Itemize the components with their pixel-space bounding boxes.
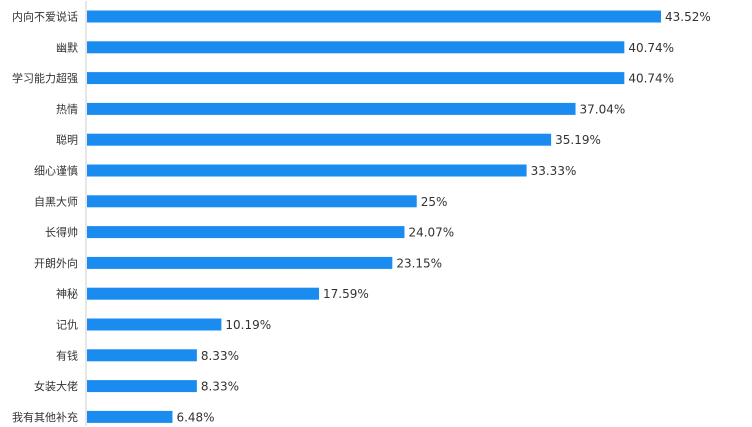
category-label: 内向不爱说话 xyxy=(12,10,78,24)
bar xyxy=(87,164,527,177)
category-label: 开朗外向 xyxy=(34,256,78,270)
category-label: 聪明 xyxy=(56,133,78,147)
bar xyxy=(87,287,320,300)
value-label: 37.04% xyxy=(580,102,626,116)
value-label: 35.19% xyxy=(555,133,601,147)
bar xyxy=(87,318,222,331)
value-label: 40.74% xyxy=(628,41,674,55)
bar xyxy=(87,72,625,85)
category-label: 学习能力超强 xyxy=(12,71,78,85)
bar xyxy=(87,256,393,269)
value-label: 25% xyxy=(421,195,448,209)
value-label: 8.33% xyxy=(201,349,239,363)
category-label: 女装大佬 xyxy=(34,379,78,393)
category-label: 神秘 xyxy=(56,287,78,301)
value-label: 6.48% xyxy=(176,410,214,424)
category-labels: 内向不爱说话幽默学习能力超强热情聪明细心谨慎自黑大师长得帅开朗外向神秘记仇有钱女… xyxy=(12,10,78,424)
value-label: 8.33% xyxy=(201,380,239,394)
bar xyxy=(87,10,661,23)
bar xyxy=(87,380,197,393)
category-label: 自黑大师 xyxy=(34,194,78,208)
bars-group xyxy=(87,10,661,423)
value-label: 24.07% xyxy=(408,226,454,240)
value-label: 23.15% xyxy=(396,256,442,270)
bar xyxy=(87,133,552,146)
bar xyxy=(87,41,625,54)
value-labels: 43.52% 40.74% 40.74% 37.04% 35.19% 33.33% 25% 2… xyxy=(176,10,710,424)
category-label: 长得帅 xyxy=(45,226,78,239)
category-label: 我有其他补充 xyxy=(12,410,78,424)
category-label: 记仇 xyxy=(56,319,78,332)
value-label: 17.59% xyxy=(323,287,369,301)
value-label: 10.19% xyxy=(225,318,271,332)
value-label: 40.74% xyxy=(628,72,674,86)
value-label: 43.52% xyxy=(665,10,711,24)
category-label: 细心谨慎 xyxy=(34,164,78,178)
value-label: 33.33% xyxy=(531,164,577,178)
bar xyxy=(87,349,197,362)
category-label: 热情 xyxy=(56,103,78,116)
bar xyxy=(87,195,417,208)
bar xyxy=(87,410,173,423)
bar xyxy=(87,226,405,239)
category-label: 有钱 xyxy=(56,348,78,362)
bar xyxy=(87,102,576,115)
category-label: 幽默 xyxy=(56,41,78,54)
